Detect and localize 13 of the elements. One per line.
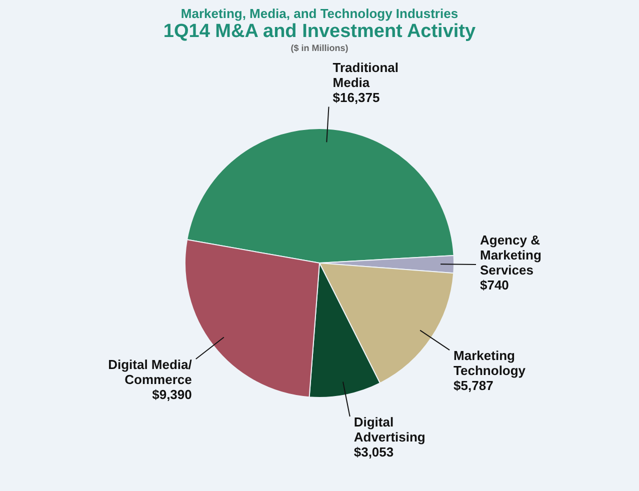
- data-label: $9,390: [152, 387, 192, 402]
- data-label: $740: [480, 278, 509, 293]
- chart-title: 1Q14 M&A and Investment Activity: [162, 21, 477, 43]
- slice-label: Digital Media/ Commerce: [108, 357, 192, 388]
- chart-subtitle: Marketing, Media, and Technology Industries: [180, 5, 460, 21]
- slice-label: Digital Advertising: [354, 414, 426, 445]
- slice-label: Traditional Media: [332, 60, 398, 90]
- slice-label: Marketing Technology: [454, 348, 526, 378]
- data-label: $3,053: [354, 444, 394, 460]
- slice-label: Agency & Marketing Services: [480, 232, 542, 278]
- text: ($ in Millions): [290, 43, 350, 53]
- data-label: $16,375: [332, 90, 380, 105]
- data-label: $5,787: [454, 378, 494, 394]
